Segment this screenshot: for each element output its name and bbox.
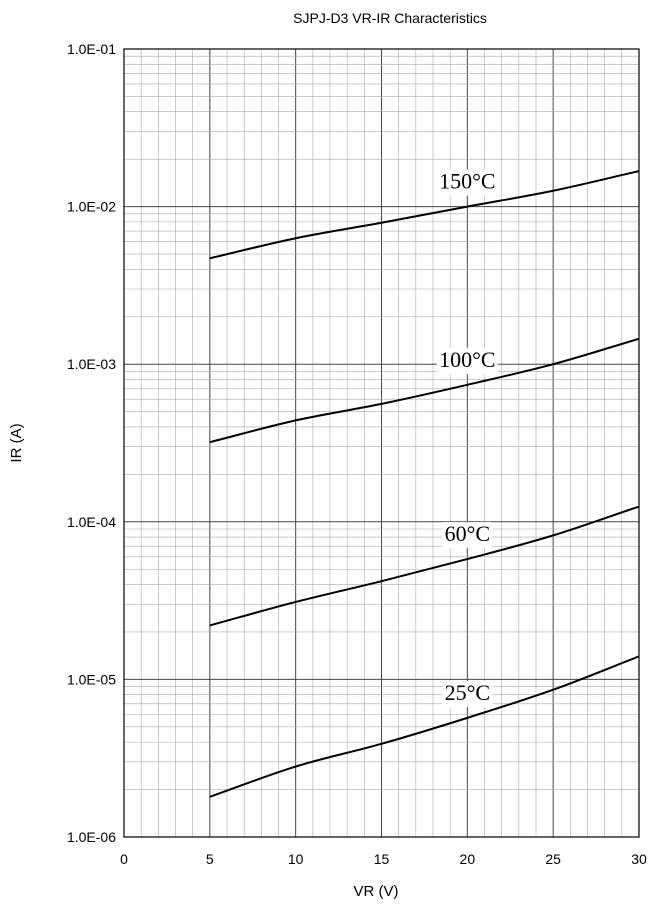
x-tick-label: 0 xyxy=(120,851,128,867)
x-tick-label: 25 xyxy=(545,851,561,867)
series-label-background xyxy=(442,522,493,549)
y-tick-label: 1.0E-01 xyxy=(67,41,116,57)
x-tick-label: 20 xyxy=(460,851,476,867)
series-label-background xyxy=(436,169,498,196)
y-axis-title: IR (A) xyxy=(8,423,25,462)
y-tick-label: 1.0E-04 xyxy=(67,514,116,530)
grid xyxy=(123,49,640,838)
series-line xyxy=(209,337,640,444)
chart-title: SJPJ-D3 VR-IR Characteristics xyxy=(293,10,487,26)
x-axis-ticks: 0 5 10 15 20 25 30 xyxy=(120,851,647,867)
y-tick-label: 1.0E-05 xyxy=(67,671,116,687)
x-tick-label: 10 xyxy=(288,851,304,867)
y-tick-label: 1.0E-02 xyxy=(67,199,116,215)
series-label: 150°C xyxy=(439,169,495,194)
series-label: 25°C xyxy=(445,680,490,705)
series-line xyxy=(209,170,640,260)
series-lines xyxy=(209,170,640,798)
series-labels: 150°C 100°C 60°C 25°C xyxy=(436,169,498,707)
series-line xyxy=(209,655,640,798)
x-tick-label: 30 xyxy=(631,851,647,867)
series-label-background xyxy=(442,680,493,707)
series-label: 100°C xyxy=(439,347,495,372)
x-tick-label: 15 xyxy=(374,851,390,867)
y-tick-label: 1.0E-06 xyxy=(67,829,116,845)
series-line xyxy=(209,505,640,627)
x-axis-title: VR (V) xyxy=(354,883,399,900)
series-label: 60°C xyxy=(445,521,490,546)
y-axis-ticks: 1.0E-06 1.0E-05 1.0E-04 1.0E-03 1.0E-02 1.0E-… xyxy=(67,41,116,845)
x-tick-label: 5 xyxy=(206,851,214,867)
series-label-background xyxy=(436,347,498,374)
y-tick-label: 1.0E-03 xyxy=(67,356,116,372)
plot-frame xyxy=(123,48,640,838)
